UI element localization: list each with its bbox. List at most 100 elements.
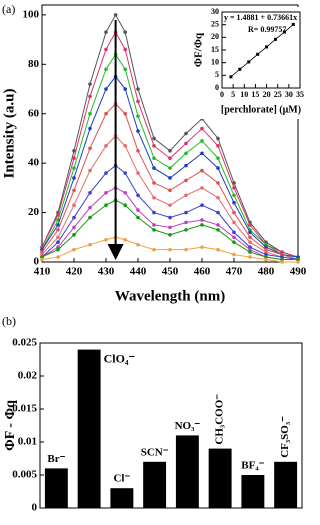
data-point	[238, 67, 242, 71]
spectrum-point	[232, 220, 236, 225]
spectrum-point	[88, 205, 92, 210]
spectrum-point	[152, 144, 156, 148]
spectrum-point	[136, 99, 140, 104]
spectrum-point	[152, 195, 156, 200]
category-label: ClO₄⁻	[104, 351, 135, 365]
y-tick-label: 40	[28, 157, 40, 169]
spectrum-point	[232, 240, 236, 245]
spectrum-point	[152, 156, 156, 161]
spectrum-point	[280, 260, 284, 264]
spectrum-point	[232, 210, 236, 215]
spectrum-point	[216, 195, 220, 200]
spectrum-point	[248, 240, 252, 245]
spectrum-point	[168, 225, 172, 230]
spectrum-point	[88, 191, 92, 195]
spectrum-point	[136, 148, 140, 153]
spectrum-point	[248, 255, 252, 259]
spectrum-point	[56, 240, 60, 245]
y-tick-label: 0.02	[18, 370, 38, 382]
x-tick-label: 25	[274, 90, 282, 99]
y-tick-label: 25	[211, 19, 219, 28]
bar	[44, 468, 68, 508]
spectrum-point	[113, 13, 118, 17]
spectrum-point	[72, 203, 76, 207]
y-tick-label: 0.015	[12, 403, 37, 415]
spectrum-point	[123, 111, 127, 116]
spectrum-point	[184, 131, 188, 136]
y-axis-label: ΦF/Φq	[193, 32, 205, 67]
y-tick-label: 0.01	[18, 436, 37, 448]
spectrum-line	[41, 31, 299, 258]
spectrum-point	[72, 148, 76, 153]
spectrum-point	[184, 151, 188, 156]
spectrum-point	[216, 156, 220, 161]
bar	[77, 349, 101, 508]
spectrum-point	[184, 247, 188, 252]
spectrum-point	[136, 242, 140, 247]
x-tick-label: 480	[258, 265, 275, 277]
x-tick-label: 15	[251, 90, 259, 99]
category-label: Br⁻	[47, 453, 65, 465]
x-tick-label: 35	[296, 90, 304, 99]
panel-label: (b)	[2, 314, 16, 328]
x-tick-label: 410	[34, 265, 51, 277]
spectrum-point	[56, 247, 60, 252]
spectrum-point	[104, 144, 108, 148]
spectrum-point	[280, 252, 284, 257]
spectrum-point	[168, 176, 172, 180]
spectrum-line	[41, 53, 299, 258]
y-tick-label: 30	[211, 7, 219, 16]
spectrum-point	[184, 220, 188, 225]
x-tick-label: 440	[130, 265, 147, 277]
spectrum-point	[104, 30, 108, 34]
spectrum-point	[123, 237, 127, 242]
category-label: Cl⁻	[113, 473, 130, 485]
bar	[175, 435, 199, 508]
bar	[110, 488, 134, 508]
data-point	[229, 75, 233, 79]
spectrum-point	[248, 235, 252, 240]
spectrum-point	[280, 257, 284, 262]
data-point	[265, 45, 269, 49]
spectrum-point	[232, 200, 236, 205]
y-tick-label: 60	[28, 107, 40, 119]
spectrum-point	[200, 218, 204, 222]
spectrum-point	[136, 208, 140, 212]
spectrum-point	[104, 191, 108, 195]
spectrum-point	[123, 30, 127, 34]
x-tick-label: 5	[231, 90, 235, 99]
spectrum-point	[104, 87, 108, 91]
spectrum-point	[184, 178, 188, 183]
spectrum-point	[136, 193, 140, 198]
inset-background	[186, 7, 304, 119]
spectrum-point	[200, 223, 204, 227]
spectrum-point	[168, 203, 172, 207]
spectrum-point	[72, 233, 76, 237]
spectrum-point	[152, 228, 156, 232]
spectrum-point	[136, 171, 140, 175]
y-tick-label: 0.005	[12, 469, 37, 481]
spectrum-point	[72, 215, 76, 220]
spectrum-point	[123, 144, 127, 148]
spectrum-point	[104, 67, 108, 72]
data-point	[247, 60, 251, 64]
bar	[241, 475, 265, 508]
bar	[274, 461, 298, 508]
spectrum-point	[216, 144, 220, 148]
spectrum-point	[152, 181, 156, 185]
spectrum-point	[168, 188, 172, 193]
y-tick-label: 0	[215, 83, 219, 92]
spectrum-point	[40, 255, 44, 259]
y-tick-label: 10	[211, 57, 219, 66]
spectrum-point	[184, 141, 188, 146]
spectrum-point	[216, 223, 220, 227]
spectrum-point	[168, 148, 172, 153]
spectrum-point	[184, 193, 188, 198]
data-point	[291, 22, 295, 26]
spectrum-line	[41, 236, 298, 263]
bar	[208, 448, 232, 508]
spectrum-point	[123, 171, 127, 175]
spectrum-point	[184, 210, 188, 215]
